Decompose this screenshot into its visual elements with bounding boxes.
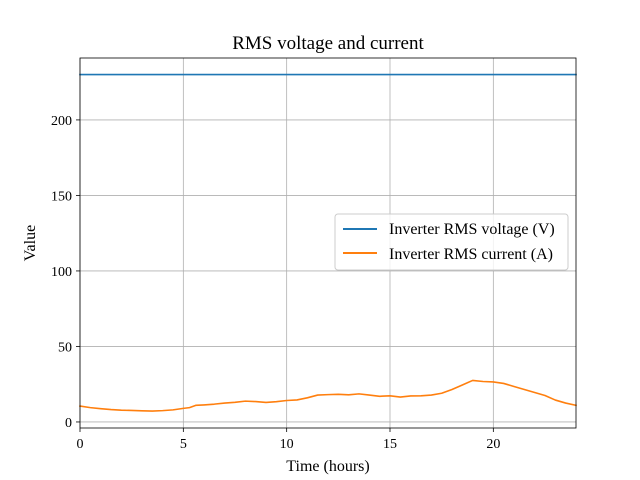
legend-frame: [334, 213, 569, 271]
chart-title: RMS voltage and current: [232, 33, 424, 54]
y-tick-label: 200: [51, 114, 72, 129]
series-layer: [79, 73, 577, 412]
series-line-current: [79, 379, 577, 412]
y-tick-label: 100: [51, 265, 72, 280]
x-tick-label: 5: [180, 437, 187, 452]
x-tick-label: 20: [486, 437, 500, 452]
legend-label-current: Inverter RMS current (A): [389, 246, 553, 263]
y-tick-label: 0: [65, 416, 72, 431]
x-tick-label: 10: [280, 437, 294, 452]
y-tick-label: 50: [58, 340, 72, 355]
y-tick-label: 150: [51, 189, 72, 204]
x-tick-label: 15: [383, 437, 397, 452]
legend-label-voltage: Inverter RMS voltage (V): [389, 221, 555, 238]
x-axis-label: Time (hours): [286, 458, 369, 475]
legend: Inverter RMS voltage (V) Inverter RMS cu…: [334, 213, 569, 271]
plot-frame: [79, 57, 577, 429]
x-tick-label: 0: [77, 437, 84, 452]
y-axis-label: Value: [22, 225, 39, 261]
